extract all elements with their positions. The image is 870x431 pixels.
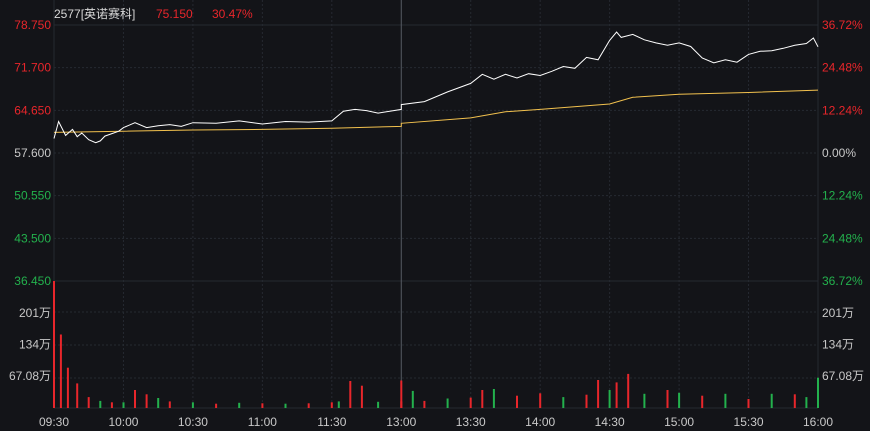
volume-bar (99, 400, 102, 408)
volume-bar (284, 403, 287, 408)
volume-bar (145, 394, 148, 408)
time-tick-label: 14:00 (525, 415, 555, 429)
volume-bars (53, 281, 819, 408)
left-axis: 78.750 71.700 64.650 57.600 50.550 43.500 36.4… (9, 18, 51, 383)
volume-bar (423, 400, 426, 408)
right-axis: 36.72% 24.48% 12.24% 0.00% 12.24% 24.48% 36.72… (822, 18, 864, 383)
volume-bar (360, 385, 363, 408)
time-tick-label: 10:00 (108, 415, 138, 429)
volume-bar (643, 393, 646, 408)
volume-bar (666, 390, 669, 408)
volume-bar (469, 397, 472, 408)
volume-bar (377, 401, 380, 408)
price-tick-label: 50.550 (14, 189, 51, 203)
volume-tick-label: 201万 (19, 306, 51, 320)
volume-bar (400, 380, 403, 408)
percent-tick-label: 12.24% (822, 189, 863, 203)
time-tick-label: 10:30 (178, 415, 208, 429)
volume-bar (168, 401, 171, 408)
percent-tick-label: 36.72% (822, 18, 863, 32)
volume-bar (411, 390, 414, 408)
avg-price-line (53, 89, 819, 133)
volume-bar (349, 381, 352, 408)
price-tick-label: 57.600 (14, 146, 51, 160)
volume-bar (678, 392, 681, 408)
volume-bar (134, 390, 136, 408)
price-line (53, 31, 819, 144)
volume-bar (817, 377, 819, 408)
time-tick-label: 13:00 (386, 415, 416, 429)
current-price: 75.150 (156, 7, 193, 21)
change-percent: 30.47% (212, 7, 253, 21)
percent-tick-label: 24.48% (822, 61, 863, 75)
price-tick-label: 78.750 (14, 18, 51, 32)
volume-bar (608, 390, 611, 408)
time-tick-label: 15:30 (734, 415, 764, 429)
percent-tick-label: 36.72% (822, 274, 863, 288)
time-tick-label: 11:00 (248, 415, 277, 429)
volume-bar (516, 395, 518, 408)
volume-bar (191, 402, 194, 408)
time-axis: 09:30 10:00 10:30 11:00 11:30 13:00 13:30 14:00… (39, 415, 833, 429)
volume-bar (492, 389, 495, 408)
stock-code: 2577[英诺赛科] (54, 6, 135, 21)
time-tick-label: 14:30 (595, 415, 625, 429)
price-tick-label: 36.450 (14, 274, 51, 288)
volume-bar (238, 402, 241, 408)
volume-bar (770, 393, 773, 408)
price-tick-label: 43.500 (14, 231, 51, 245)
time-tick-label: 15:00 (664, 415, 694, 429)
volume-tick-label: 134万 (19, 338, 51, 352)
volume-bar (337, 401, 340, 408)
volume-bar (597, 380, 600, 408)
volume-bar (481, 390, 484, 408)
volume-bar (157, 398, 160, 408)
volume-bar (122, 402, 125, 408)
volume-tick-label: 67.08万 (822, 369, 864, 383)
volume-bar (793, 394, 796, 408)
grid (53, 0, 819, 409)
volume-bar (330, 402, 333, 408)
volume-bar (76, 383, 79, 408)
volume-bar (66, 367, 69, 408)
stock-name: [英诺赛科] (81, 6, 136, 21)
volume-bar (615, 382, 618, 408)
volume-bar (87, 397, 90, 408)
time-tick-label: 11:30 (317, 415, 346, 429)
time-tick-label: 13:30 (456, 415, 486, 429)
percent-tick-label: 0.00% (822, 146, 856, 160)
price-tick-label: 71.700 (14, 61, 51, 75)
price-tick-label: 64.650 (14, 103, 51, 117)
time-tick-label: 16:00 (803, 415, 833, 429)
percent-tick-label: 12.24% (822, 103, 863, 117)
volume-bar (215, 403, 218, 408)
volume-tick-label: 201万 (822, 306, 854, 320)
volume-tick-label: 67.08万 (9, 369, 51, 383)
volume-bar (53, 281, 55, 408)
volume-bar (585, 394, 588, 408)
volume-bar (562, 397, 565, 408)
volume-bar (307, 403, 310, 408)
percent-tick-label: 24.48% (822, 231, 863, 245)
volume-bar (701, 395, 704, 408)
volume-bar (724, 393, 727, 408)
volume-tick-label: 134万 (822, 338, 854, 352)
volume-bar (627, 373, 630, 408)
volume-bar (59, 334, 62, 408)
volume-bar (805, 397, 808, 408)
volume-bar (446, 398, 449, 408)
volume-bar (261, 403, 264, 408)
time-tick-label: 09:30 (39, 415, 69, 429)
volume-bar (747, 399, 750, 408)
volume-bar (539, 393, 542, 408)
volume-bar (110, 402, 113, 408)
